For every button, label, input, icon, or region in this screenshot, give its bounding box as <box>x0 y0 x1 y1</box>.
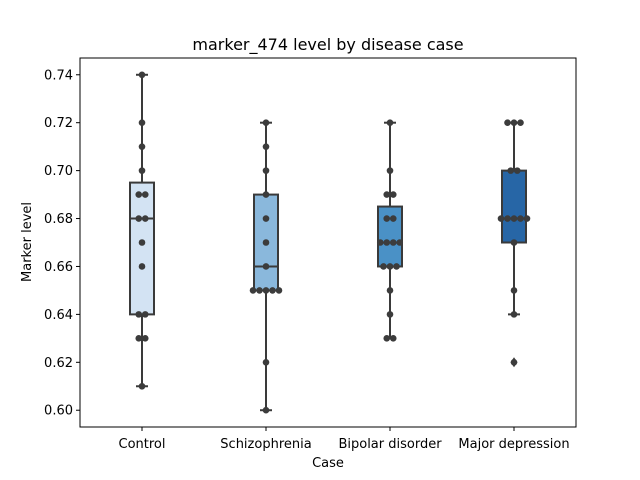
data-point <box>513 167 521 174</box>
x-tick-label: Control <box>119 437 166 452</box>
data-point <box>383 239 391 246</box>
y-tick-label: 0.64 <box>44 308 73 323</box>
data-point <box>138 263 146 270</box>
data-point <box>135 215 143 222</box>
x-tick-label: Schizophrenia <box>220 437 311 452</box>
data-point <box>510 287 518 294</box>
data-point <box>386 167 394 174</box>
data-point <box>138 143 146 150</box>
data-point <box>517 215 524 222</box>
y-tick-label: 0.72 <box>44 116 73 131</box>
data-point <box>135 311 143 318</box>
data-point <box>510 215 518 222</box>
data-point <box>393 263 400 270</box>
data-point <box>386 263 394 270</box>
iqr-box <box>377 205 403 268</box>
box-group-control <box>129 71 155 390</box>
data-point <box>249 287 257 294</box>
data-point <box>523 215 531 222</box>
data-point <box>510 119 518 126</box>
data-point <box>386 119 394 126</box>
y-tick-label: 0.68 <box>44 212 73 227</box>
data-point <box>269 287 276 294</box>
data-point <box>510 311 518 318</box>
data-point <box>256 287 263 294</box>
data-point <box>376 239 384 246</box>
data-point <box>517 119 524 126</box>
data-point <box>138 71 146 79</box>
y-tick-label: 0.60 <box>44 404 73 419</box>
data-point <box>138 382 146 390</box>
data-point <box>141 215 149 222</box>
data-point <box>262 143 270 150</box>
data-point <box>510 239 518 246</box>
data-point <box>510 359 518 366</box>
data-point <box>386 287 394 294</box>
box-group-schizophrenia <box>249 119 283 414</box>
y-tick-label: 0.74 <box>44 68 73 83</box>
box-groups <box>129 71 531 414</box>
x-axis-label: Case <box>312 456 344 471</box>
chart-title: marker_474 level by disease case <box>192 35 463 55</box>
data-point <box>262 167 270 174</box>
y-tick-label: 0.70 <box>44 164 73 179</box>
data-point <box>275 287 283 294</box>
data-point <box>262 287 270 294</box>
data-point <box>383 191 391 198</box>
iqr-box <box>129 181 155 316</box>
y-tick-label: 0.66 <box>44 260 73 275</box>
data-point <box>141 311 149 318</box>
data-point <box>504 119 511 126</box>
data-point <box>389 335 397 342</box>
data-point <box>389 215 397 222</box>
data-point <box>507 167 515 174</box>
data-point <box>138 239 146 246</box>
data-point <box>262 263 270 270</box>
data-point <box>262 119 270 126</box>
y-axis: 0.60 0.62 0.64 0.66 0.68 0.70 0.72 0.74 <box>44 68 80 419</box>
data-point <box>262 406 270 414</box>
data-point <box>386 311 394 318</box>
data-point <box>497 215 505 222</box>
data-point <box>383 335 391 342</box>
data-point <box>389 191 397 198</box>
plot-area <box>79 57 577 428</box>
x-tick-label: Bipolar disorder <box>338 437 442 452</box>
box-group-bipolar-disorder <box>376 119 404 342</box>
data-point <box>138 119 146 126</box>
iqr-box <box>501 169 527 244</box>
data-point <box>504 215 511 222</box>
data-point <box>141 335 149 342</box>
box-group-major-depression <box>497 119 531 368</box>
data-point <box>389 239 397 246</box>
data-point <box>141 191 149 198</box>
data-point <box>262 239 270 246</box>
data-point <box>262 215 270 222</box>
y-tick-label: 0.62 <box>44 356 73 371</box>
data-point <box>383 215 391 222</box>
data-point <box>135 335 143 342</box>
x-tick-label: Major depression <box>458 437 569 452</box>
data-point <box>396 239 404 246</box>
data-point <box>135 191 143 198</box>
data-point <box>380 263 387 270</box>
data-point <box>262 191 270 198</box>
y-axis-label: Marker level <box>20 202 35 282</box>
data-point <box>262 359 270 366</box>
x-axis: Control Schizophrenia Bipolar disorder Majo… <box>119 427 570 452</box>
data-point <box>138 167 146 174</box>
